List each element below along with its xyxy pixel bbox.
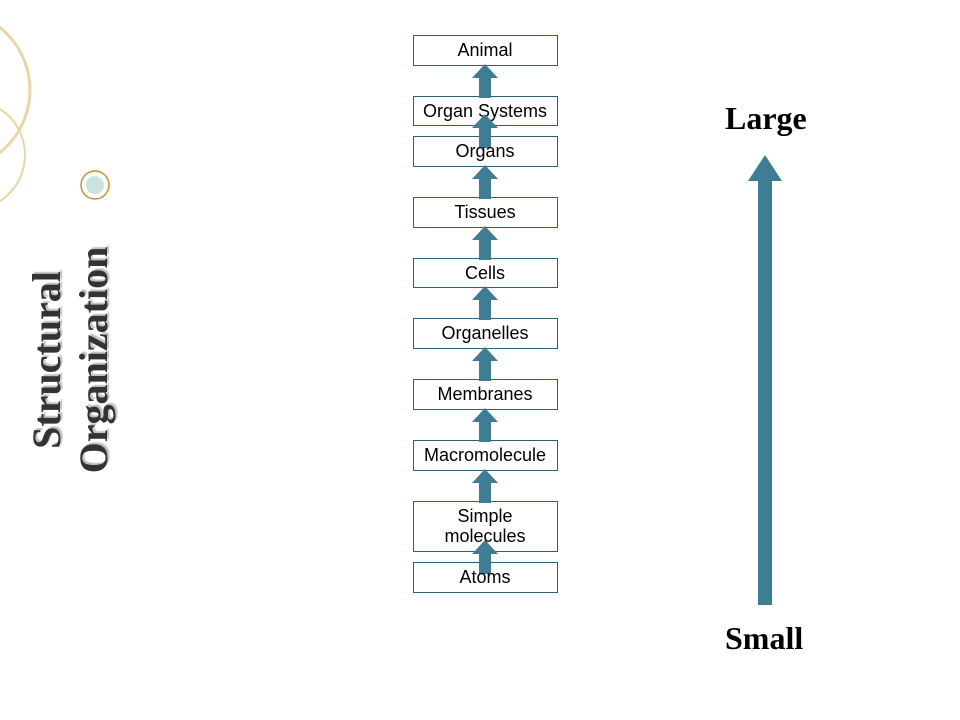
up-arrow-icon [355, 165, 615, 199]
title-line1: Structural [23, 247, 70, 474]
slide-canvas: Structural Organization Animal Organ Sys… [0, 0, 960, 720]
level-box-organelles: Organelles [413, 318, 558, 349]
up-arrow-icon [355, 408, 615, 442]
up-arrow-icon [355, 286, 615, 320]
up-arrow-icon [355, 347, 615, 381]
level-box-atoms: Atoms [413, 562, 558, 593]
scale-label-small: Small [725, 620, 803, 657]
hierarchy-column: Animal Organ Systems Organs Tissues Cell… [355, 35, 615, 593]
slide-title: Structural Organization [23, 247, 117, 474]
up-arrow-icon [355, 226, 615, 260]
scale-label-large: Large [725, 100, 807, 137]
level-box-organs: Organs [413, 136, 558, 167]
level-box-animal: Animal [413, 35, 558, 66]
level-box-cells: Cells [413, 258, 558, 289]
scale-arrow-icon [748, 155, 782, 605]
level-box-macromolecule: Macromolecule [413, 440, 558, 471]
up-arrow-icon [355, 469, 615, 503]
up-arrow-icon [355, 64, 615, 98]
title-line2: Organization [70, 247, 117, 474]
level-box-membranes: Membranes [413, 379, 558, 410]
level-box-tissues: Tissues [413, 197, 558, 228]
